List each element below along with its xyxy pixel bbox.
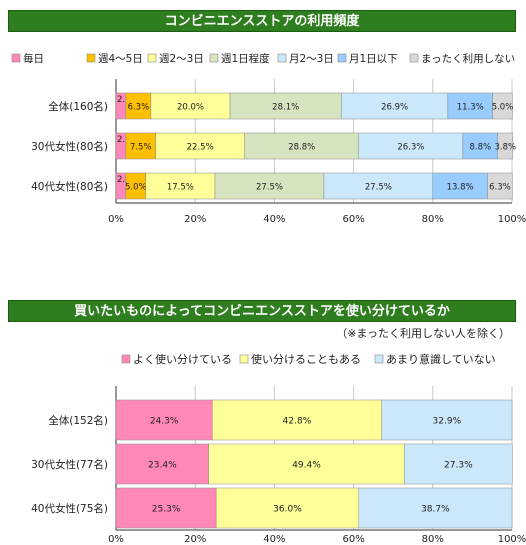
chart2-data-label: 38.7%	[421, 505, 450, 515]
chart2-data-label: 27.3%	[444, 461, 473, 471]
chart1-legend-label: まったく利用しない	[421, 53, 515, 65]
chart1-data-label: 27.5%	[256, 183, 283, 193]
chart1-data-label: 26.3%	[397, 143, 424, 153]
chart1-tick-label: 20%	[184, 214, 206, 225]
chart1-legend-label: 週2～3日	[159, 53, 204, 65]
chart1-bar-segment	[229, 92, 342, 120]
chart1-legend-label: 週4～5日	[98, 53, 143, 65]
chart1-title: コンビニエンスストアの利用頻度	[8, 10, 516, 32]
chart1-bar-segment	[497, 132, 514, 160]
chart1-bar-segment	[432, 172, 488, 200]
chart2-tick-label: 80%	[422, 534, 444, 545]
chart2-legend-swatch	[374, 354, 384, 364]
chart1-data-label: 6.3%	[128, 103, 150, 113]
chart1-bar-segment	[145, 172, 216, 200]
chart2-legend-label: 使い分けることもある	[251, 353, 361, 366]
chart2-tick-label: 100%	[498, 534, 526, 545]
chart1-tick-label: 0%	[108, 214, 124, 225]
chart2-tick-label: 60%	[342, 534, 364, 545]
chart1-legend-label: 月1日以下	[349, 53, 398, 65]
chart2-bar-segment	[115, 399, 213, 441]
chart1-bar-segment	[155, 132, 245, 160]
chart1-bar-segment	[492, 92, 513, 120]
chart2-bar-segment	[115, 487, 217, 529]
chart2-data-label: 42.8%	[283, 417, 312, 427]
chart2-note: （※まったく利用しない人を除く）	[336, 327, 510, 340]
chart1-data-label: 7.5%	[130, 143, 152, 153]
chart1-category-label: 全体(160名)	[48, 100, 108, 113]
chart1-bar-segment	[341, 92, 449, 120]
chart1-bar-segment	[462, 132, 498, 160]
chart1-data-label: 3.8%	[494, 143, 516, 153]
chart1-tick-label: 40%	[263, 214, 285, 225]
chart1-data-label: 20.0%	[177, 103, 204, 113]
chart2-bar-segment	[211, 399, 382, 441]
chart2-category-label: 全体(152名)	[48, 414, 108, 427]
chart1-data-label: 28.1%	[272, 103, 299, 113]
chart1-data-label: 28.8%	[288, 143, 315, 153]
chart2-tick-label: 40%	[263, 534, 285, 545]
chart1-legend-label: 月2～3日	[289, 53, 334, 65]
chart1-data-label: 5.0%	[125, 183, 147, 193]
chart2-category-label: 40代女性(75名)	[31, 502, 108, 515]
chart2-bar-segment	[208, 443, 405, 485]
chart1-bar-segment	[214, 172, 325, 200]
chart1-data-label: 22.5%	[187, 143, 214, 153]
chart1-category-label: 40代女性(80名)	[31, 180, 108, 193]
chart1-bar-segment	[447, 92, 493, 120]
chart2-data-label: 49.4%	[292, 461, 321, 471]
chart1-bar-segment	[323, 172, 434, 200]
chart1-data-label: 26.9%	[381, 103, 408, 113]
chart2-data-label: 25.3%	[152, 505, 181, 515]
chart2-data-label: 36.0%	[273, 505, 302, 515]
chart1-tick-label: 60%	[342, 214, 364, 225]
chart2-bar-segment	[358, 487, 513, 529]
chart2-data-label: 32.9%	[433, 417, 462, 427]
chart1-data-label: 27.5%	[365, 183, 392, 193]
chart2-tick-label: 20%	[184, 534, 206, 545]
chart1-data-label: 11.3%	[457, 103, 484, 113]
chart2-legend-label: よく使い分けている	[133, 353, 232, 366]
chart1-bar-segment	[487, 172, 513, 200]
chart2-legend-swatch	[121, 354, 131, 364]
chart2-legend-label: あまり意識していない	[386, 352, 496, 366]
chart2-tick-label: 0%	[108, 534, 124, 545]
chart2-legend-swatch	[239, 354, 249, 364]
chart1-legend-label: 毎日	[23, 52, 44, 65]
chart1-legend-swatch	[11, 53, 21, 63]
chart1-legend-swatch	[277, 53, 287, 63]
chart1-data-label: 17.5%	[167, 183, 194, 193]
chart1-bar-segment	[244, 132, 359, 160]
chart1-legend-swatch	[86, 53, 96, 63]
chart2-title: 買いたいものによってコンビニエンスストアを使い分けているか	[8, 300, 516, 322]
chart1-data-label: 6.3%	[489, 183, 511, 193]
chart1-legend-label: 週1日程度	[221, 52, 270, 65]
chart2-data-label: 24.3%	[150, 417, 179, 427]
chart1-tick-label: 100%	[498, 214, 526, 225]
chart2-category-label: 30代女性(77名)	[31, 458, 108, 471]
chart1-legend-swatch	[337, 53, 347, 63]
chart1-legend-swatch	[147, 53, 157, 63]
chart1-legend-swatch	[209, 53, 219, 63]
chart2-bar-segment	[381, 399, 513, 441]
chart1-category-label: 30代女性(80名)	[31, 140, 108, 153]
chart1-legend-swatch	[409, 53, 419, 63]
chart2-bar-segment	[404, 443, 513, 485]
chart1-data-label: 8.8%	[470, 143, 492, 153]
chart2-data-label: 23.4%	[148, 461, 177, 471]
chart1-data-label: 5.0%	[492, 103, 514, 113]
chart1-bar-segment	[125, 132, 156, 160]
chart1-data-label: 13.8%	[447, 183, 474, 193]
chart1-tick-label: 80%	[422, 214, 444, 225]
